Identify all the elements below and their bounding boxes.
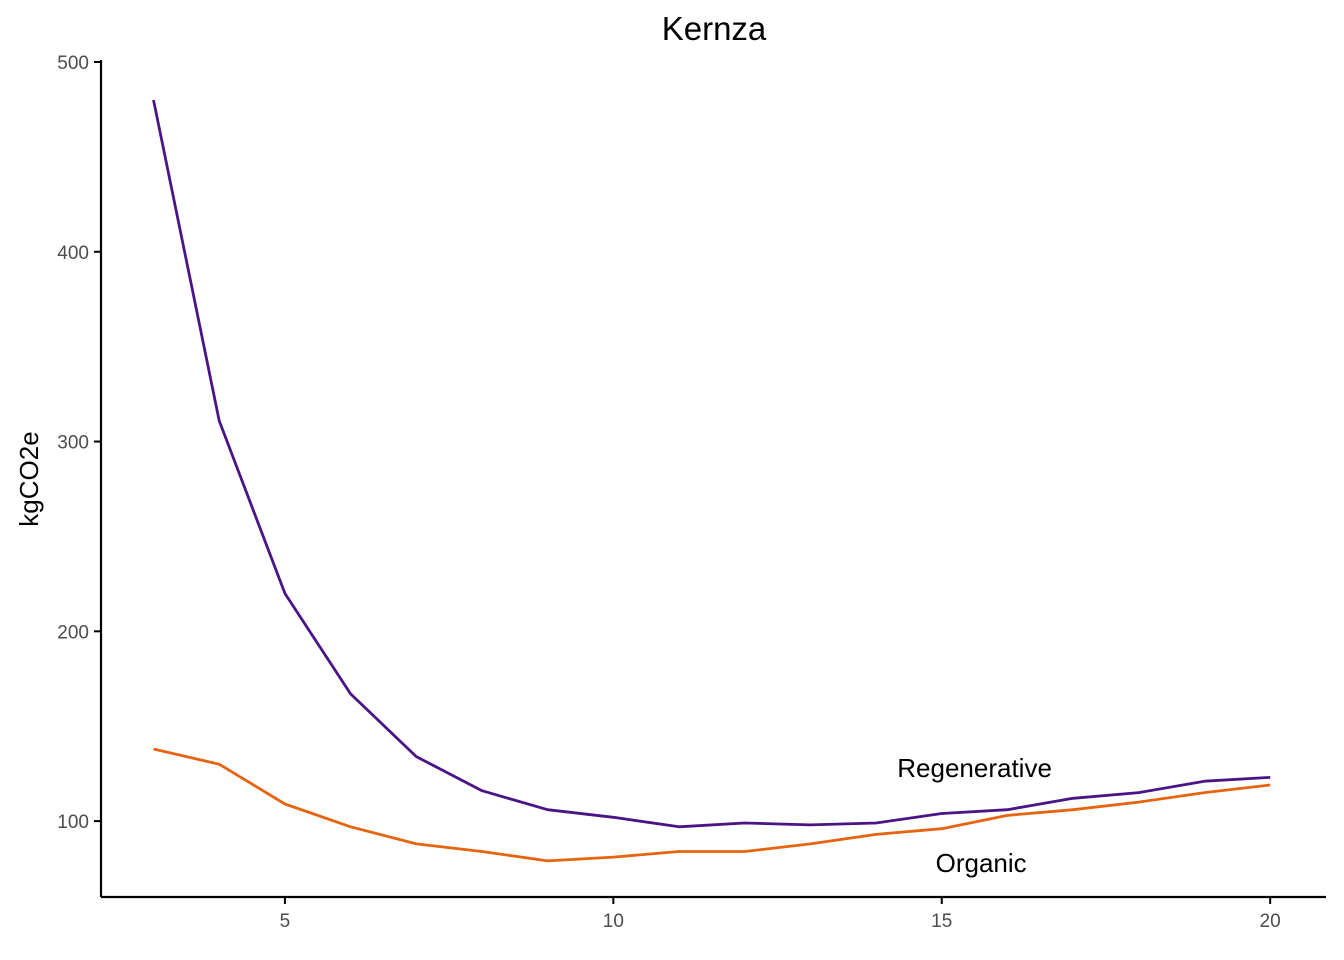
- series-label-organic: Organic: [936, 848, 1027, 878]
- x-tick-label: 20: [1260, 911, 1281, 932]
- series-lines: [152, 99, 1271, 863]
- chart-title: Kernza: [662, 10, 767, 47]
- x-tick-label: 15: [931, 911, 952, 932]
- y-tick-label: 400: [57, 243, 89, 264]
- y-tick-label: 100: [57, 812, 89, 833]
- x-tick-label: 5: [280, 911, 291, 932]
- series-line-organic: [153, 747, 1271, 863]
- y-tick-label: 300: [57, 433, 89, 454]
- y-tick-label: 500: [57, 53, 89, 74]
- series-labels: Regenerative Organic: [897, 753, 1052, 878]
- y-axis-label: kgCO2e: [14, 431, 44, 526]
- series-line-regenerative: [152, 99, 1271, 829]
- x-tick-label: 10: [603, 911, 624, 932]
- series-label-regenerative: Regenerative: [897, 753, 1052, 783]
- axes: 100 200 300 400 500 5 10 15 20: [57, 53, 1326, 932]
- y-tick-label: 200: [57, 622, 89, 643]
